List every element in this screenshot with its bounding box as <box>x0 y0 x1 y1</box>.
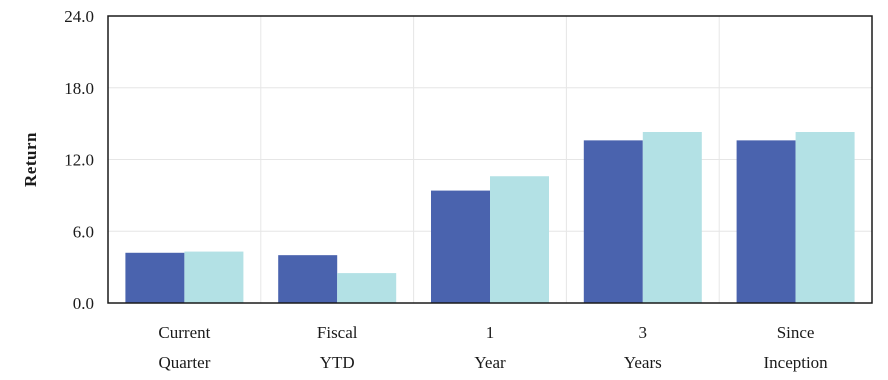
y-tick-label: 0.0 <box>73 294 94 313</box>
bar-series-1 <box>431 190 490 303</box>
bar-series-2 <box>184 251 244 303</box>
x-category-label: 3 Years <box>624 323 662 372</box>
x-category-label: 1 Year <box>474 323 506 372</box>
x-category-label: Since Inception <box>763 323 828 372</box>
x-axis-categories: Current Quarter Fiscal YTD 1 Year 3 Years Since I… <box>158 323 828 372</box>
x-category-label: Fiscal YTD <box>317 323 358 372</box>
bar-series-2 <box>795 131 855 303</box>
bars <box>125 131 855 303</box>
y-axis-title: Return <box>21 132 40 187</box>
bar-series-1 <box>736 140 796 303</box>
y-axis-ticks: 0.0 6.0 12.0 18.0 24.0 <box>64 7 94 313</box>
bar-series-1 <box>278 255 338 303</box>
bar-series-2 <box>337 273 397 303</box>
y-tick-label: 12.0 <box>64 151 94 170</box>
plot-frame <box>107 15 873 304</box>
y-tick-label: 6.0 <box>73 222 94 241</box>
y-tick-label: 18.0 <box>64 79 94 98</box>
y-tick-label: 24.0 <box>64 7 94 26</box>
bar-series-2 <box>490 176 549 303</box>
bar-series-1 <box>583 140 643 303</box>
x-category-label: Current Quarter <box>158 323 210 372</box>
bar-series-2 <box>642 131 702 303</box>
bar-series-1 <box>125 252 185 303</box>
